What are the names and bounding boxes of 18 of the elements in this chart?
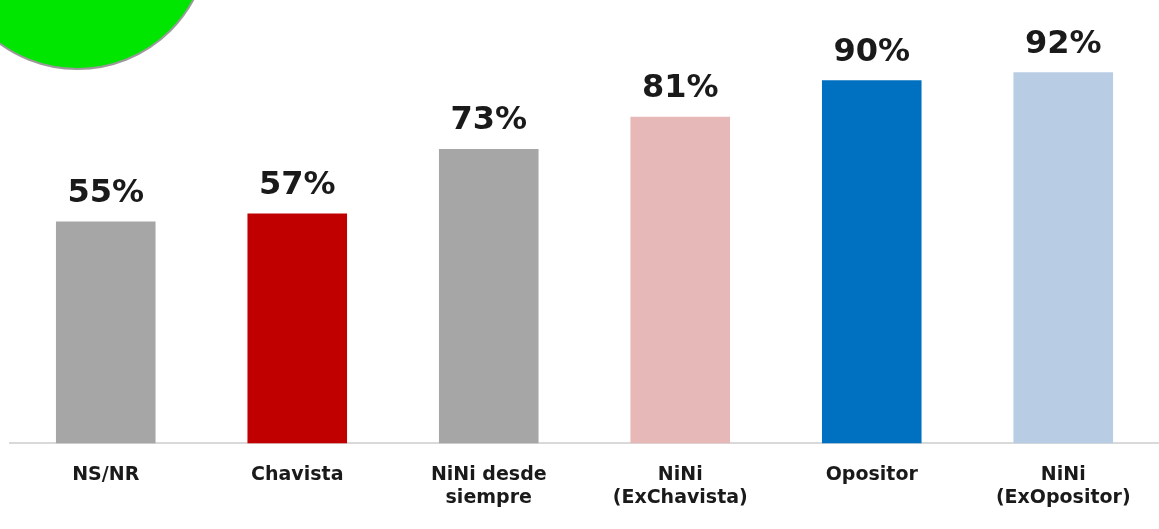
data-label: 92% — [1024, 22, 1102, 61]
bar — [1013, 72, 1114, 444]
x-tick-label: NiNi (ExOpositor) — [995, 461, 1131, 507]
data-label: 57% — [258, 163, 336, 202]
bar — [247, 213, 348, 444]
data-label: 73% — [450, 99, 528, 138]
data-label: 90% — [833, 30, 911, 69]
data-label: 55% — [67, 171, 145, 210]
bar — [438, 148, 539, 444]
data-label: 81% — [641, 66, 719, 105]
bar — [630, 116, 731, 444]
x-tick-label: NiNi (ExChavista) — [612, 461, 748, 507]
x-tick-label: Opositor — [825, 461, 919, 484]
bar — [55, 221, 156, 444]
x-tick-label: Chavista — [251, 461, 344, 484]
bar — [821, 80, 922, 444]
x-tick-label: NiNi desde siempre — [430, 461, 547, 507]
x-tick-label: NS/NR — [72, 461, 140, 484]
